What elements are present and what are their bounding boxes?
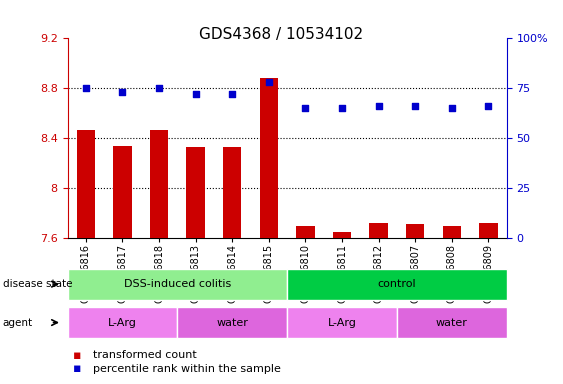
Bar [333,232,351,238]
Point [374,103,383,109]
Point [81,85,90,91]
Text: disease state: disease state [3,279,72,289]
Point [411,103,420,109]
Text: control: control [378,279,416,289]
Bar [150,129,168,238]
Point [154,85,164,91]
Bar [113,146,132,238]
Text: agent: agent [3,318,33,328]
Point [191,91,200,98]
Point [447,105,456,111]
Text: percentile rank within the sample: percentile rank within the sample [93,364,281,374]
Point [227,91,237,98]
Text: water: water [436,318,468,328]
Text: L-Arg: L-Arg [328,318,356,328]
Bar [77,129,95,238]
Text: ▪: ▪ [73,349,82,362]
Bar [479,223,498,238]
Point [338,105,347,111]
Bar [369,223,388,238]
Bar [223,147,242,238]
Bar [443,225,461,238]
Text: ▪: ▪ [73,362,82,375]
Bar [406,224,425,238]
Point [265,79,274,85]
Text: transformed count: transformed count [93,350,196,360]
Bar [296,225,315,238]
Text: GDS4368 / 10534102: GDS4368 / 10534102 [199,27,364,42]
Text: DSS-induced colitis: DSS-induced colitis [124,279,231,289]
Point [118,89,127,95]
Point [301,105,310,111]
Bar [260,78,278,238]
Point [484,103,493,109]
Text: L-Arg: L-Arg [108,318,137,328]
Text: water: water [216,318,248,328]
Bar [186,147,205,238]
